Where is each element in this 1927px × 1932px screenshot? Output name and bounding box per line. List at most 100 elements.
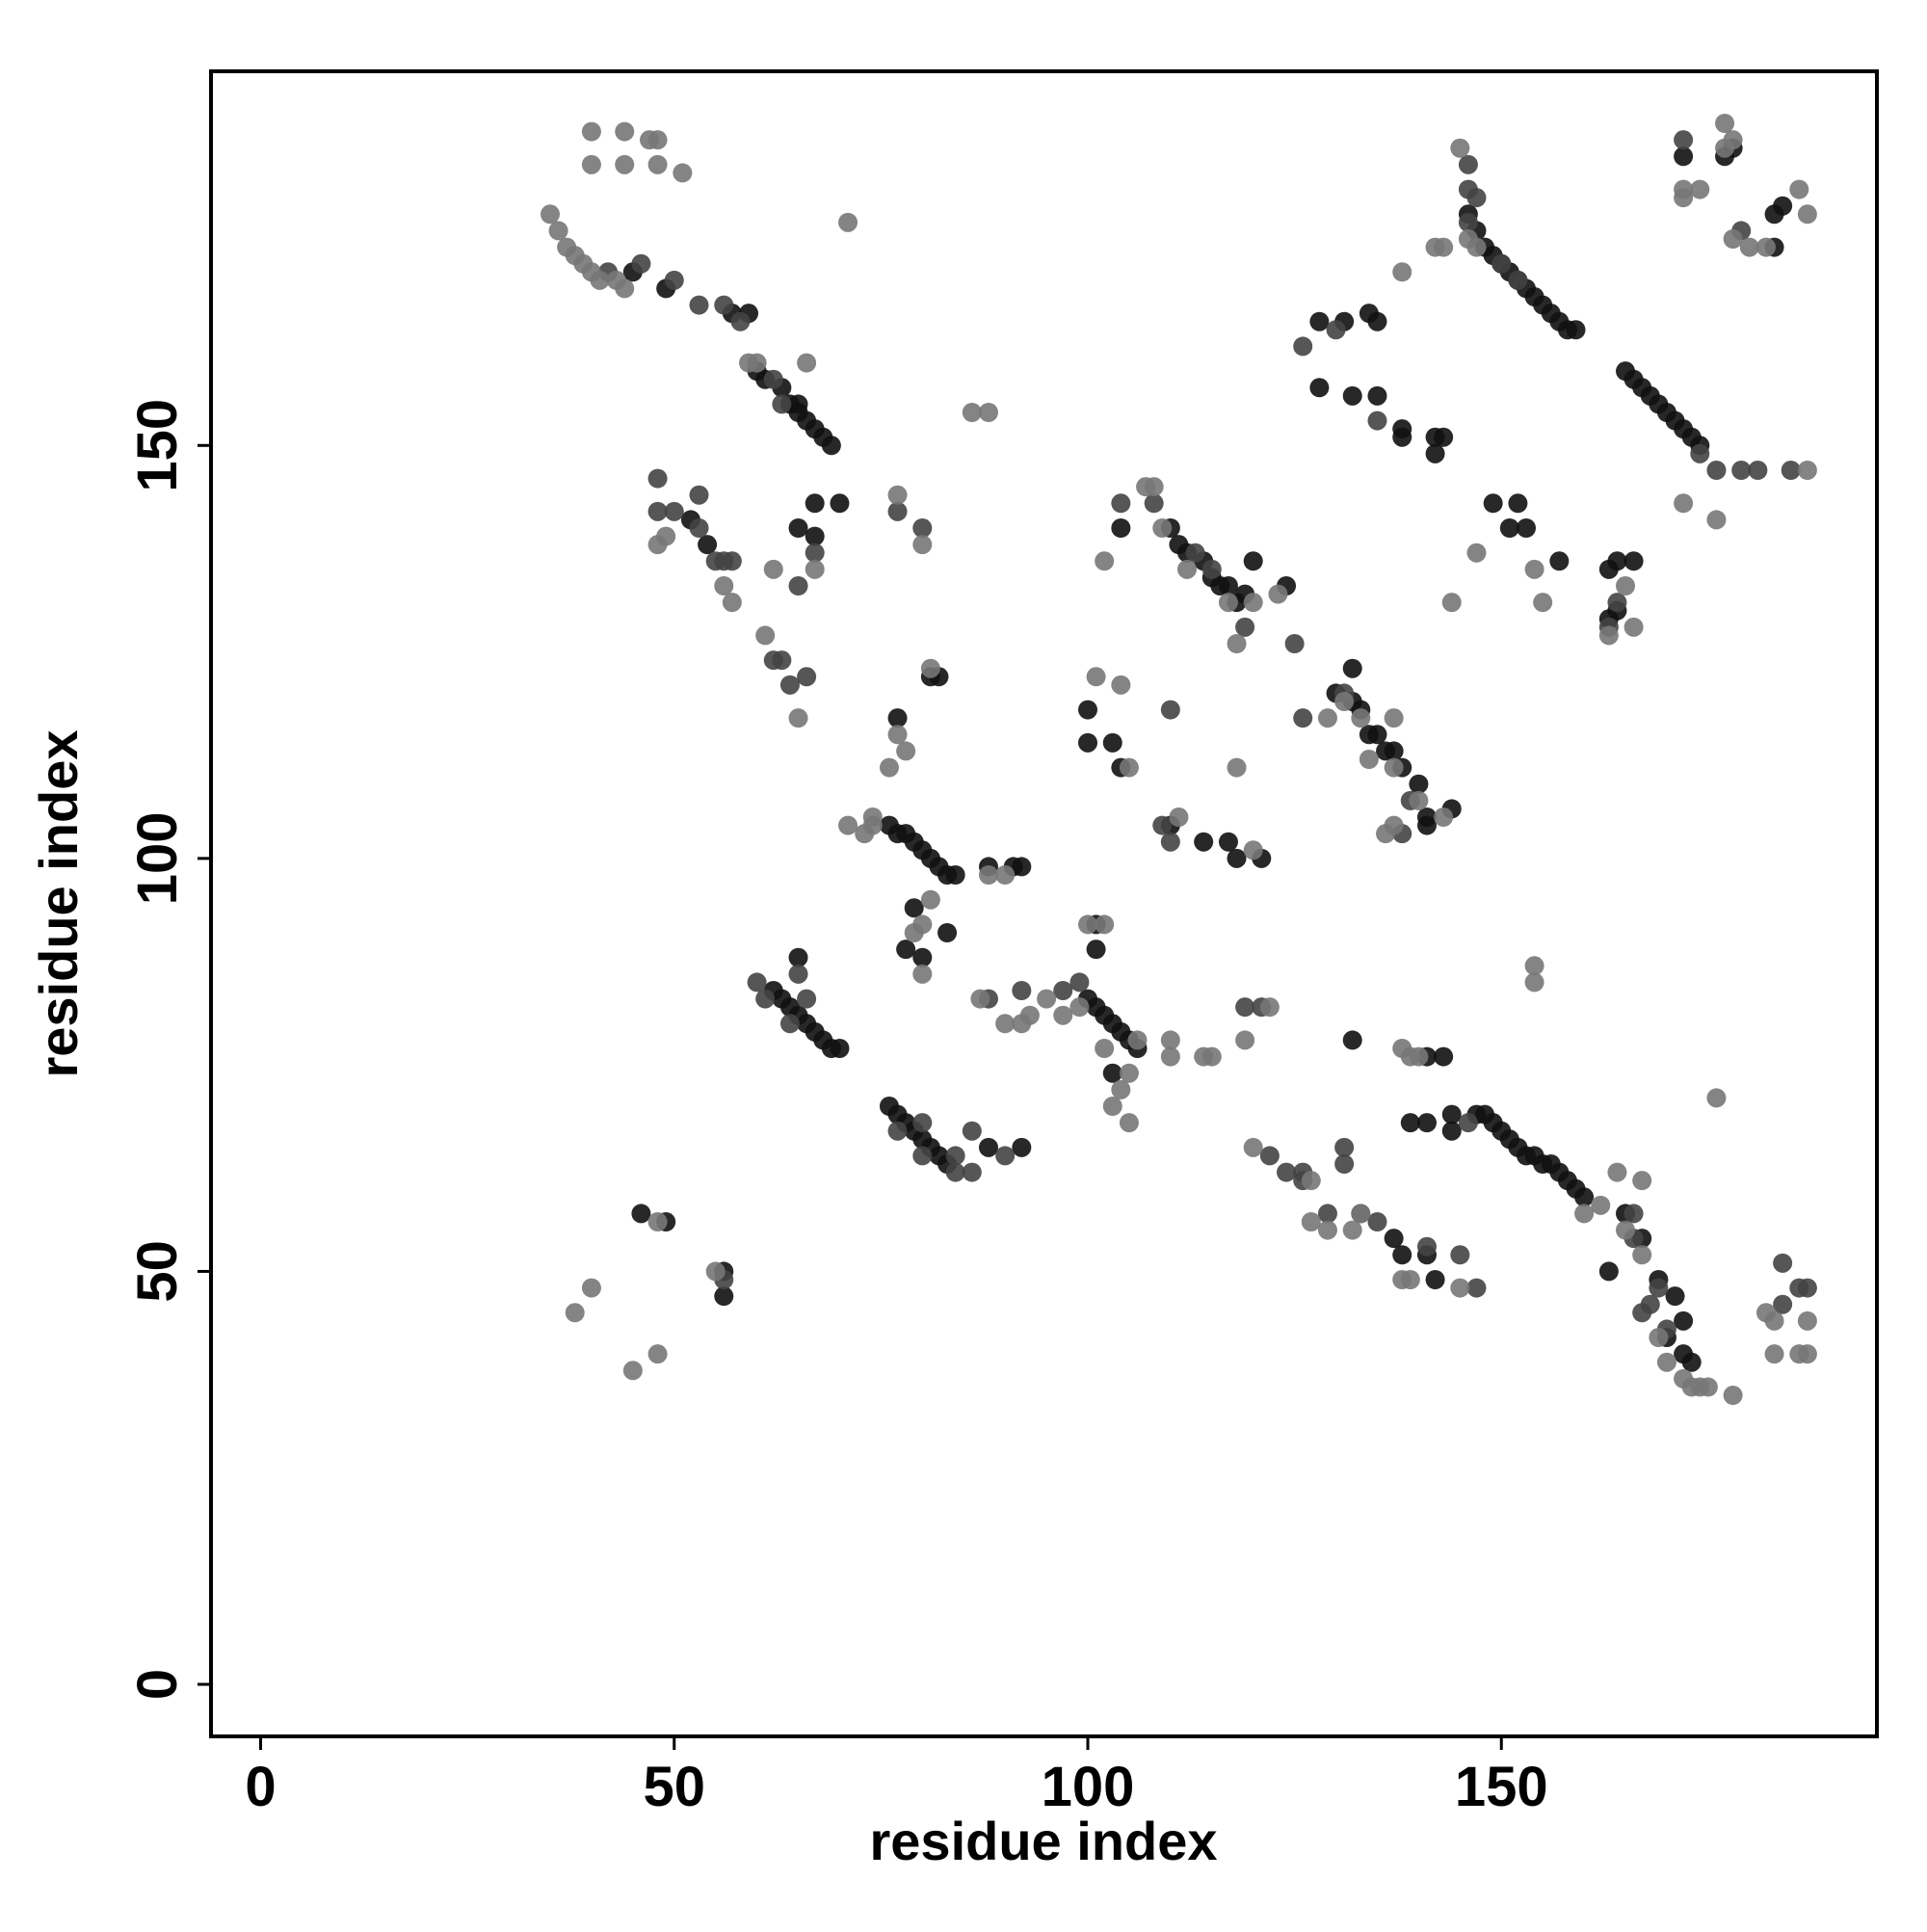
point — [698, 535, 718, 555]
point — [1773, 196, 1793, 216]
point — [1102, 1097, 1122, 1116]
point — [647, 501, 668, 521]
point — [788, 518, 808, 538]
point — [1623, 551, 1644, 571]
point — [1797, 204, 1817, 225]
point — [821, 436, 841, 456]
point — [1268, 584, 1288, 604]
point — [788, 947, 808, 967]
point — [1160, 1046, 1180, 1067]
point — [631, 253, 651, 274]
point — [1293, 336, 1313, 357]
point — [730, 311, 751, 331]
point — [631, 1204, 651, 1224]
point — [1499, 518, 1519, 538]
point — [1301, 1212, 1321, 1231]
point — [714, 1286, 734, 1307]
point — [1434, 427, 1454, 447]
point — [1458, 1113, 1478, 1133]
point — [1111, 675, 1131, 695]
point — [689, 485, 709, 505]
point — [755, 625, 776, 646]
point — [1218, 832, 1238, 852]
point — [1466, 188, 1487, 208]
point — [772, 650, 792, 671]
point — [1441, 593, 1462, 613]
point — [1243, 593, 1263, 613]
point — [1458, 212, 1478, 232]
point — [1259, 1146, 1280, 1166]
point — [896, 940, 916, 960]
point — [565, 1303, 585, 1323]
point — [838, 212, 858, 232]
point — [920, 658, 940, 678]
point — [1235, 617, 1255, 637]
point — [1259, 997, 1280, 1018]
point — [1119, 1113, 1139, 1133]
point-series — [622, 138, 1793, 1372]
point — [1598, 559, 1619, 579]
point — [1053, 981, 1073, 1000]
point — [1185, 543, 1205, 563]
point — [862, 807, 883, 827]
point — [797, 353, 817, 373]
point — [1384, 741, 1404, 761]
point — [805, 526, 825, 546]
point — [962, 1121, 982, 1141]
point — [1623, 1204, 1644, 1224]
point — [747, 972, 767, 992]
point — [1102, 732, 1122, 753]
point — [581, 121, 601, 142]
point — [1690, 443, 1710, 463]
point — [1019, 1005, 1040, 1025]
point — [581, 154, 601, 174]
point — [1301, 1171, 1321, 1191]
point — [1037, 989, 1057, 1009]
point — [664, 270, 684, 290]
point — [1466, 237, 1487, 257]
point — [1723, 229, 1743, 249]
point — [1227, 757, 1247, 778]
point — [1169, 807, 1189, 827]
point — [1706, 461, 1727, 480]
point — [615, 278, 635, 299]
point — [1144, 493, 1164, 514]
point — [1053, 1005, 1073, 1025]
point — [1111, 518, 1131, 538]
y-tick-label: 150 — [126, 399, 189, 492]
point — [548, 221, 568, 241]
y-tick-label: 0 — [126, 1669, 189, 1700]
point — [1789, 179, 1809, 199]
point — [1086, 940, 1106, 960]
point — [647, 1344, 668, 1364]
point — [1723, 1386, 1743, 1405]
point — [945, 1162, 965, 1182]
point — [945, 865, 965, 885]
point — [1797, 1344, 1817, 1364]
point — [912, 947, 933, 967]
point — [1591, 1195, 1611, 1215]
point — [1334, 692, 1355, 711]
x-axis-title: residue index — [869, 1811, 1217, 1871]
point — [1384, 708, 1404, 728]
point — [1309, 311, 1330, 331]
point — [1227, 848, 1247, 868]
point — [1797, 1278, 1817, 1298]
point — [912, 1113, 933, 1133]
point — [797, 989, 817, 1009]
y-tick-label: 50 — [126, 1240, 189, 1303]
point — [788, 708, 808, 728]
point — [1392, 262, 1412, 282]
point — [1458, 154, 1478, 174]
x-tick-label: 0 — [245, 1756, 276, 1818]
point — [887, 708, 908, 728]
point — [1342, 1030, 1362, 1050]
plot-frame — [209, 69, 1879, 1738]
point — [1441, 1121, 1462, 1141]
point — [1425, 443, 1445, 463]
point — [797, 667, 817, 687]
point — [1649, 1328, 1669, 1347]
point — [1392, 427, 1412, 447]
point — [1334, 1137, 1355, 1157]
